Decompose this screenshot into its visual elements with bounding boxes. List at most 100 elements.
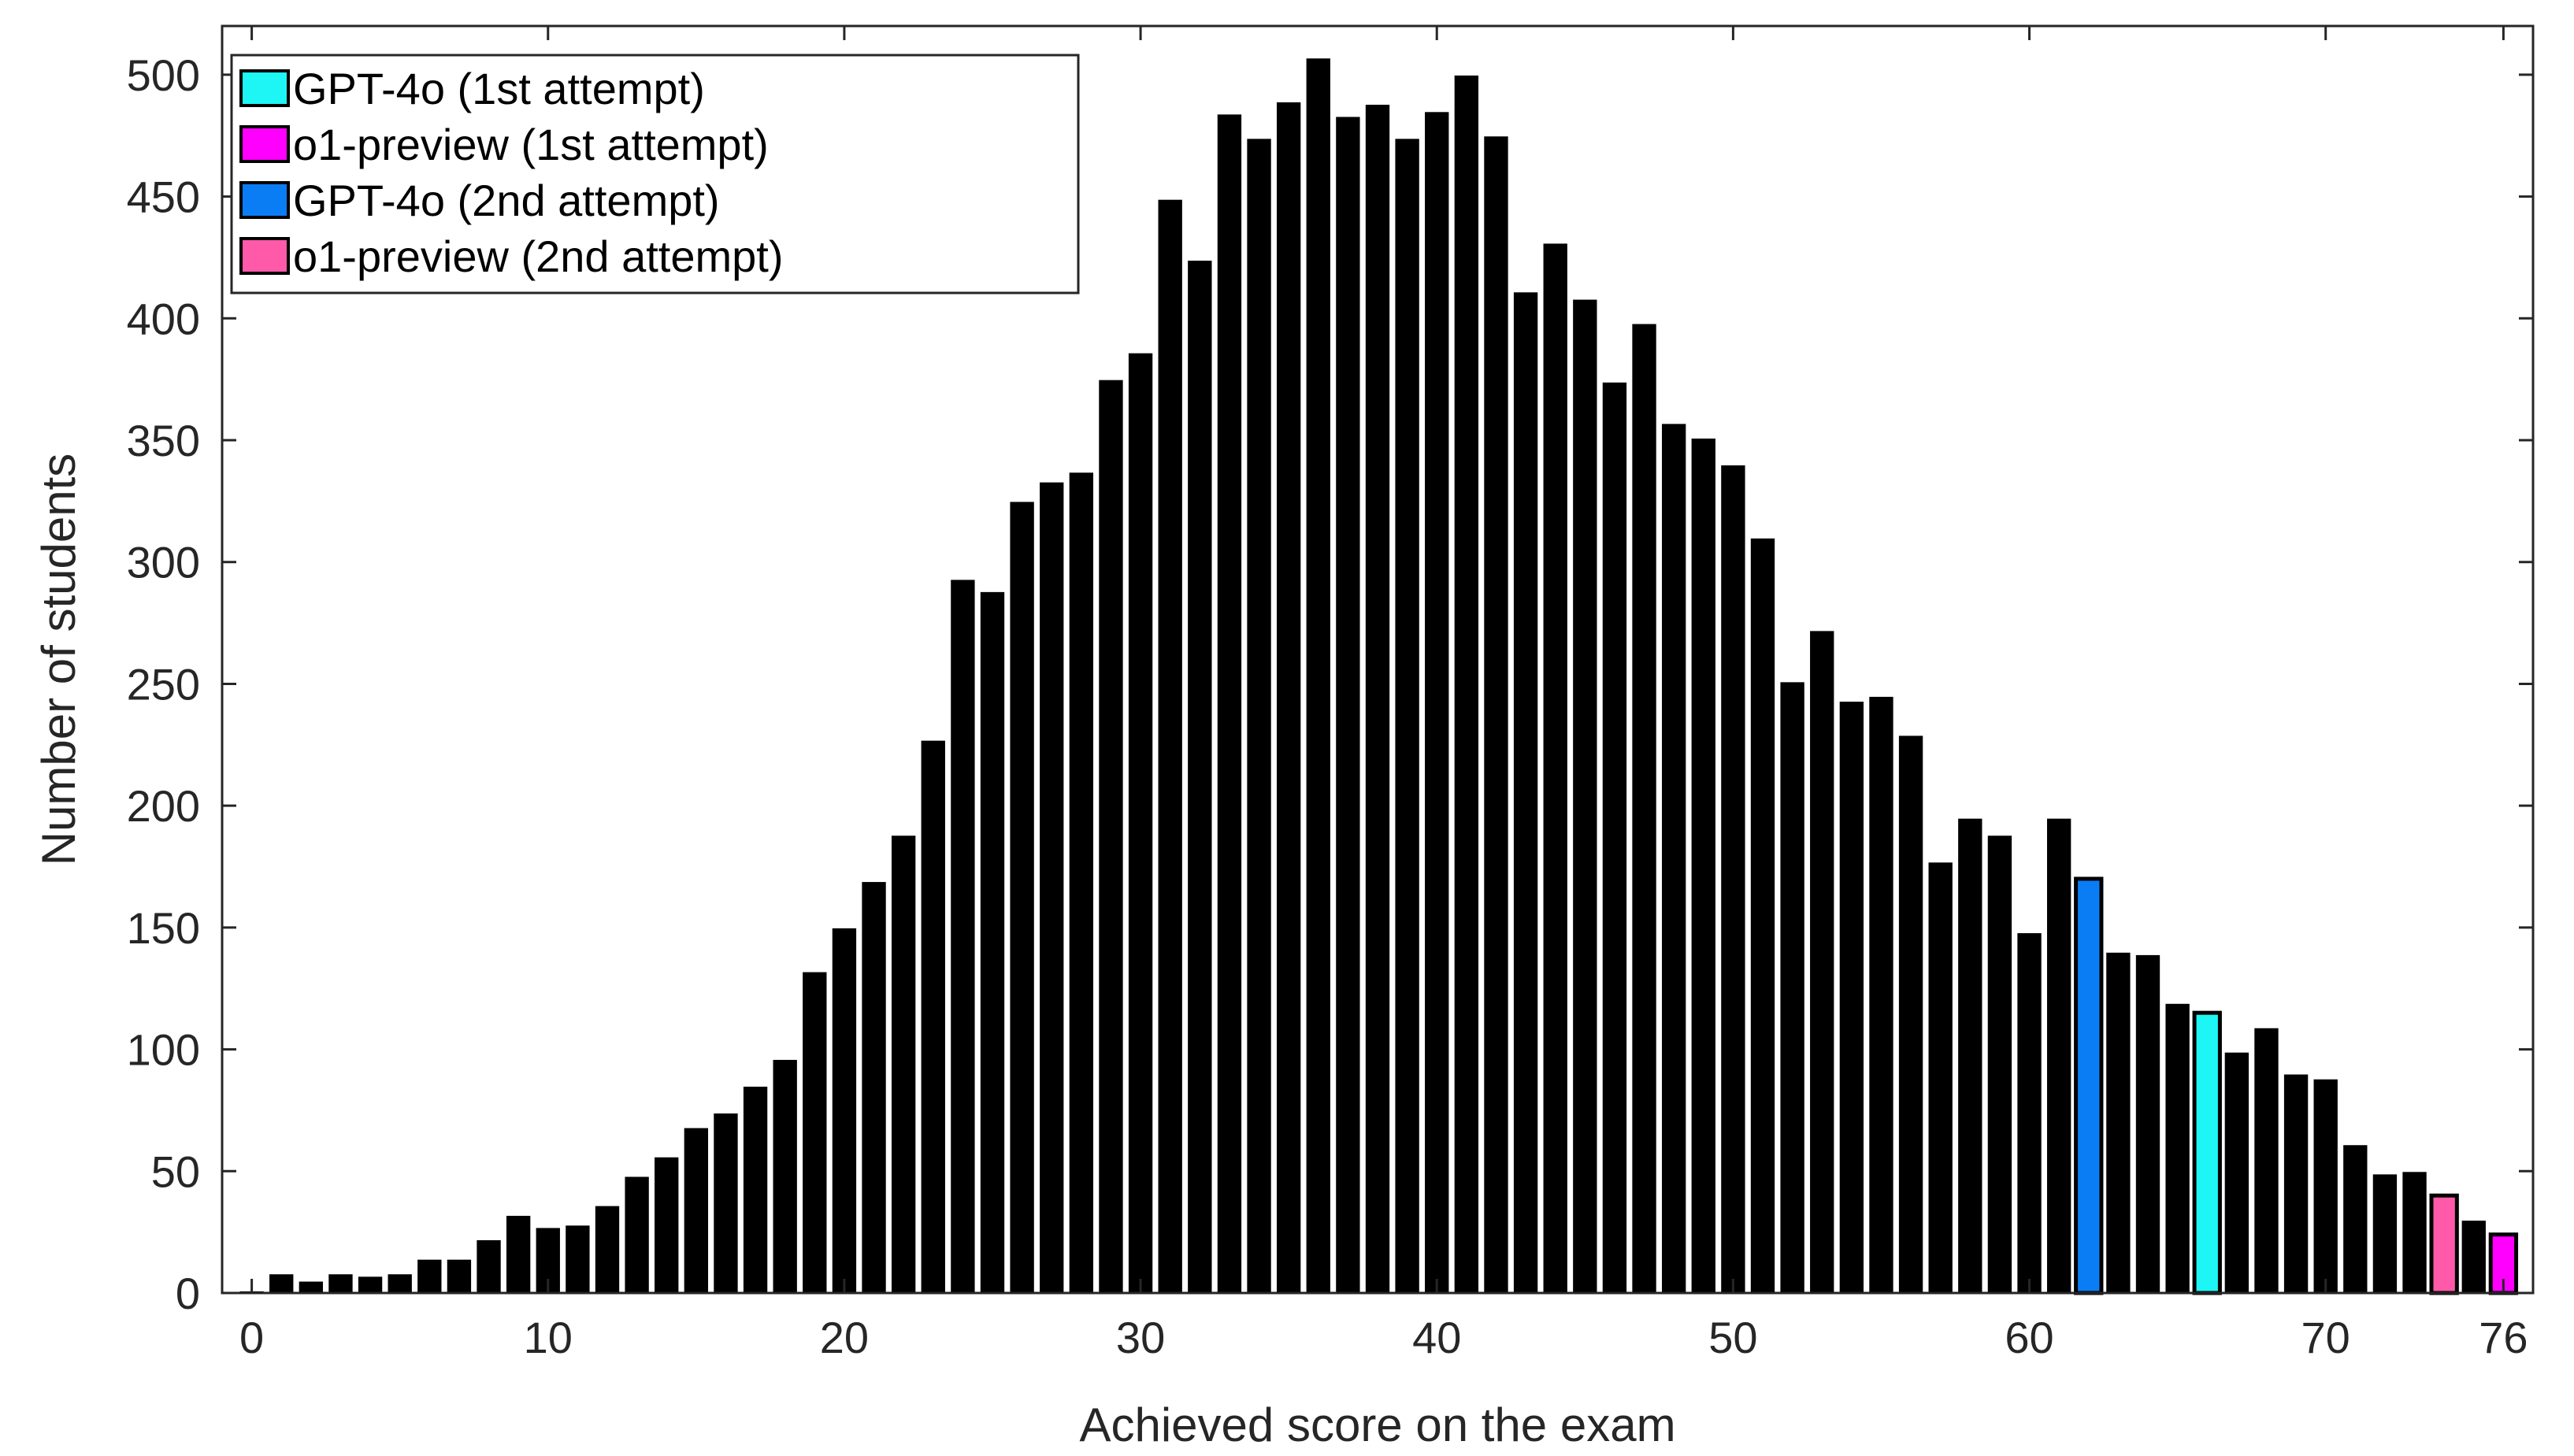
- legend-label: GPT-4o (1st attempt): [293, 64, 705, 113]
- histogram-bar: [1245, 137, 1273, 1295]
- histogram-bar: [830, 926, 859, 1294]
- y-tick-label: 0: [176, 1269, 200, 1318]
- histogram-bar: [2223, 1050, 2251, 1294]
- legend: GPT-4o (1st attempt) o1-preview (1st atte…: [230, 54, 1080, 295]
- histogram-bar: [593, 1204, 621, 1294]
- histogram-bar: [1156, 198, 1184, 1294]
- x-tick-label: 30: [1116, 1313, 1165, 1362]
- histogram-bar: [1897, 734, 1925, 1294]
- histogram-bar: [1334, 115, 1362, 1294]
- y-tick-label: 350: [127, 416, 200, 465]
- x-tick-label: 76: [2479, 1313, 2528, 1362]
- histogram-bar: [416, 1258, 443, 1295]
- histogram-bar: [1808, 629, 1836, 1294]
- y-tick-label: 450: [127, 172, 200, 222]
- histogram-bar: [1689, 436, 1717, 1294]
- x-tick-label: 20: [820, 1313, 869, 1362]
- histogram-bar: [1393, 137, 1421, 1295]
- histogram-bar: [1838, 700, 1866, 1294]
- plot-frame: [221, 24, 2535, 1295]
- histogram-bar: [386, 1273, 414, 1294]
- histogram-bar: [1215, 113, 1244, 1294]
- y-tick-label: 250: [127, 659, 200, 709]
- histogram-bar: [1067, 471, 1096, 1294]
- histogram-bar: [653, 1155, 681, 1294]
- histogram-bar: [2253, 1026, 2280, 1295]
- histogram-bar: [2342, 1143, 2369, 1295]
- highlighted-bar: [2429, 1193, 2459, 1295]
- histogram-bar: [1186, 259, 1214, 1294]
- histogram-bar: [1423, 110, 1451, 1294]
- histogram-bar: [1719, 463, 1747, 1294]
- y-tick-label: 400: [127, 294, 200, 343]
- highlighted-bar: [2192, 1010, 2222, 1295]
- histogram-bar: [1097, 378, 1125, 1294]
- histogram-bar: [564, 1224, 592, 1295]
- histogram-bar: [1304, 57, 1332, 1295]
- histogram-bar: [327, 1273, 354, 1294]
- histogram-bar: [1274, 100, 1303, 1295]
- histogram-bar: [1600, 380, 1629, 1294]
- histogram-bar: [1452, 73, 1481, 1294]
- histogram-bar: [1511, 291, 1540, 1295]
- histogram-bar: [1571, 298, 1599, 1294]
- legend-swatch: [239, 181, 290, 219]
- histogram-bar: [1660, 422, 1688, 1294]
- y-tick-label: 50: [151, 1147, 200, 1196]
- histogram-bar: [801, 970, 829, 1294]
- x-tick-label: 10: [524, 1313, 573, 1362]
- legend-label: o1-preview (1st attempt): [293, 120, 769, 169]
- legend-swatch: [239, 69, 290, 107]
- histogram-bar: [1541, 242, 1569, 1294]
- histogram-bar: [356, 1275, 384, 1294]
- y-tick-label: 100: [127, 1025, 200, 1075]
- histogram-bar: [1482, 135, 1510, 1295]
- histogram-bar: [889, 834, 918, 1295]
- histogram-bar: [1927, 861, 1954, 1294]
- histogram-bar: [268, 1273, 295, 1294]
- histogram-bar: [1986, 834, 2014, 1295]
- histogram-bar: [1630, 322, 1658, 1295]
- y-axis-label: Number of students: [32, 454, 85, 866]
- y-axis-ticks: 0 50 100 150 200 250 300 350 400 450 500: [127, 50, 2533, 1318]
- legend-label: GPT-4o (2nd attempt): [293, 176, 720, 225]
- histogram-bar: [2312, 1077, 2339, 1294]
- histogram-bar: [475, 1238, 503, 1294]
- legend-label: o1-preview (2nd attempt): [293, 232, 784, 281]
- histogram-bar: [2164, 1002, 2191, 1294]
- x-tick-label: 0: [239, 1313, 264, 1362]
- histogram-bar: [2401, 1170, 2428, 1294]
- histogram-bar: [919, 739, 947, 1294]
- histogram-bar: [2045, 817, 2073, 1294]
- histogram-bar: [2371, 1173, 2399, 1294]
- y-tick-label: 200: [127, 781, 200, 831]
- histogram-bar: [741, 1084, 770, 1294]
- histogram-bar: [1008, 500, 1036, 1294]
- x-tick-label: 50: [1708, 1313, 1757, 1362]
- histogram-bar: [2134, 953, 2162, 1295]
- histogram-bar: [623, 1175, 651, 1294]
- y-tick-label: 500: [127, 50, 200, 100]
- legend-swatch: [239, 125, 290, 163]
- y-tick-label: 150: [127, 903, 200, 953]
- x-tick-label: 70: [2301, 1313, 2350, 1362]
- histogram-bar: [1778, 680, 1806, 1294]
- histogram-bar: [2460, 1219, 2487, 1295]
- histogram-bar: [949, 578, 977, 1294]
- y-tick-label: 300: [127, 538, 200, 587]
- histogram-bars: [238, 57, 2519, 1295]
- histogram-bar: [978, 590, 1007, 1294]
- histogram-bar: [1363, 103, 1392, 1294]
- histogram-bar: [1956, 817, 1984, 1294]
- x-tick-label: 40: [1412, 1313, 1461, 1362]
- histogram-bar: [1749, 536, 1777, 1294]
- x-axis-label: Achieved score on the exam: [1079, 1399, 1675, 1451]
- highlighted-bar: [2074, 876, 2104, 1295]
- legend-box: [230, 54, 1080, 295]
- histogram-bar: [445, 1258, 473, 1295]
- histogram-bar: [860, 880, 888, 1294]
- histogram-bar: [1126, 351, 1155, 1294]
- histogram-bar: [2016, 932, 2043, 1294]
- x-tick-label: 60: [2005, 1313, 2053, 1362]
